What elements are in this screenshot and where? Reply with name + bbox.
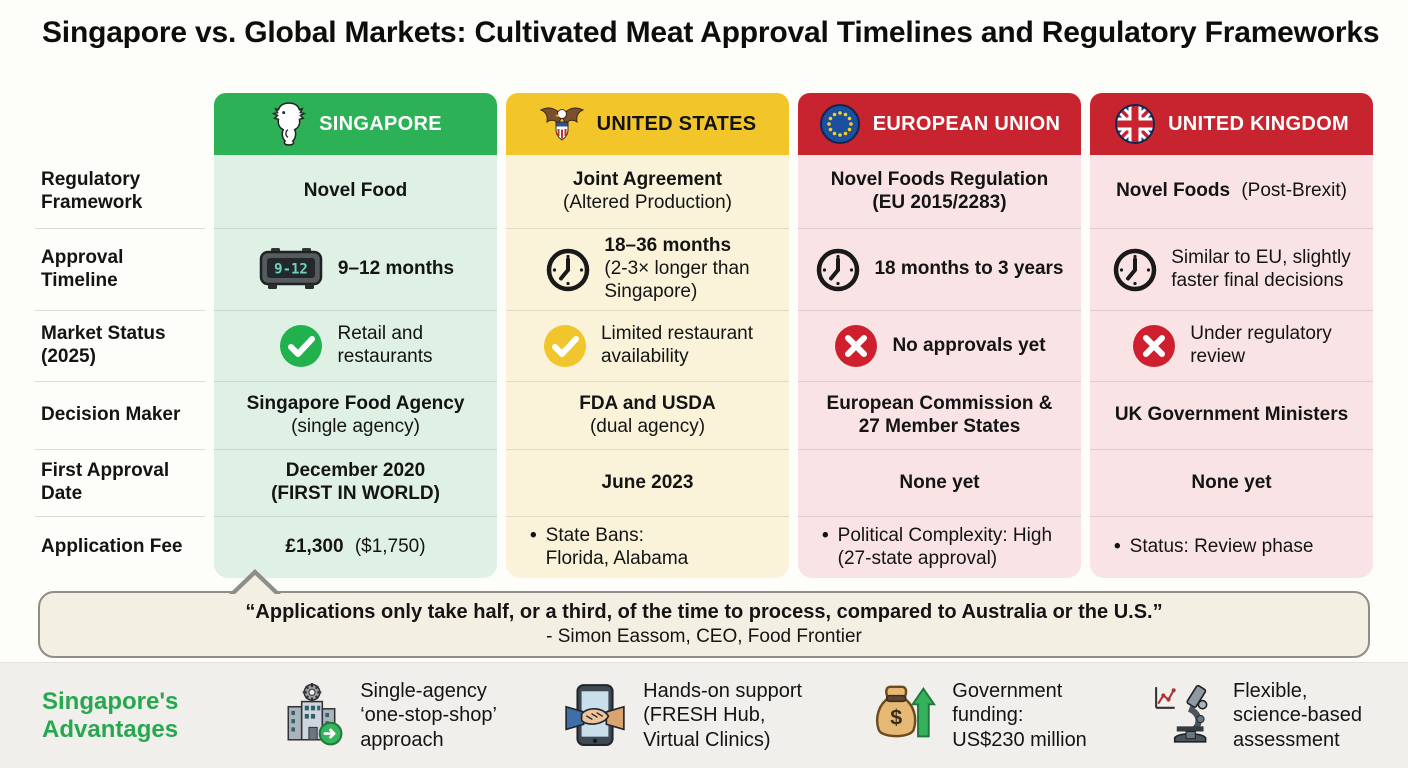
tablet-handshake-icon (565, 684, 625, 747)
advantage-item-science-assessment: Flexible, science-based assessment (1152, 679, 1362, 752)
microscope-icon (1155, 685, 1208, 744)
advantage-label: Single-agency ‘one-stop-shop’ approach (360, 679, 497, 751)
cell-eu-regulatory-framework: Novel Foods Regulation (EU 2015/2283) (798, 155, 1081, 228)
advantage-label: Government funding: US$230 million (952, 679, 1087, 751)
cell-us-approval-timeline: 18–36 months (2-3× longer than Singapore… (506, 228, 789, 310)
row-label-decision-maker: Decision Maker (35, 381, 205, 449)
check-circle-yellow-icon (543, 325, 586, 367)
uk-flag-icon (1115, 104, 1156, 144)
column-header-label: UNITED STATES (596, 113, 757, 135)
quote-text: “Applications only take half, or a third… (245, 601, 1163, 624)
bullet-point: • (530, 524, 537, 546)
digital-clock-icon: 9-12 (259, 247, 323, 289)
bullet-point: • (1114, 536, 1121, 558)
cell-uk-application-fee: • Status: Review phase (1090, 516, 1373, 578)
column-header-united-states: UNITED STATES (506, 93, 789, 155)
cell-us-decision-maker: FDA and USDA (dual agency) (506, 381, 789, 449)
column-header-label: SINGAPORE (319, 113, 442, 135)
row-label-application-fee: Application Fee (35, 516, 205, 578)
advantages-heading: Singapore's Advantages (42, 687, 179, 743)
cell-singapore-decision-maker: Singapore Food Agency (single agency) (214, 381, 497, 449)
comparison-table: SINGAPORE UNITED STATES (35, 93, 1373, 578)
us-eagle-icon (539, 107, 584, 141)
column-header-label: UNITED KINGDOM (1168, 113, 1349, 135)
cell-us-regulatory-framework: Joint Agreement (Altered Production) (506, 155, 789, 228)
row-label-first-approval-date: First Approval Date (35, 449, 205, 516)
column-header-united-kingdom: UNITED KINGDOM (1090, 93, 1373, 155)
clock-icon (547, 248, 590, 291)
cell-eu-market-status: No approvals yet (798, 310, 1081, 381)
cell-singapore-market-status: Retail and restaurants (214, 310, 497, 381)
cell-singapore-regulatory-framework: Novel Food (214, 155, 497, 228)
building-one-stop-icon (287, 683, 343, 746)
svg-text:9-12: 9-12 (274, 261, 308, 277)
cell-eu-first-approval: None yet (798, 449, 1081, 516)
advantage-item-single-agency: Single-agency ‘one-stop-shop’ approach (279, 679, 497, 752)
cell-uk-market-status: Under regulatory review (1090, 310, 1373, 381)
column-header-singapore: SINGAPORE (214, 93, 497, 155)
x-circle-icon (835, 325, 878, 367)
advantages-band: Singapore's Advantages Single-a (0, 662, 1408, 768)
quote-box: “Applications only take half, or a third… (38, 591, 1370, 658)
row-label-regulatory-framework: Regulatory Framework (41, 168, 143, 213)
x-circle-icon (1133, 325, 1176, 367)
cell-us-application-fee: • State Bans: Florida, Alabama (506, 516, 789, 578)
merlion-icon (271, 102, 307, 146)
row-label-approval-timeline: Approval Timeline (35, 228, 205, 310)
bullet-point: • (822, 524, 829, 546)
corner-spacer (35, 93, 205, 155)
check-circle-green-icon (280, 325, 323, 367)
cell-eu-decision-maker: European Commission & 27 Member States (798, 381, 1081, 449)
advantage-item-government-funding: $ Government funding: US$230 million (867, 679, 1087, 752)
svg-text:$: $ (891, 706, 903, 730)
cell-eu-approval-timeline: 18 months to 3 years (798, 228, 1081, 310)
page-title: Singapore vs. Global Markets: Cultivated… (42, 16, 1380, 49)
advantage-label: Flexible, science-based assessment (1233, 679, 1362, 751)
money-funding-icon: $ (876, 686, 937, 738)
cell-singapore-first-approval: December 2020 (FIRST IN WORLD) (214, 449, 497, 516)
column-header-european-union: EUROPEAN UNION (798, 93, 1081, 155)
cell-uk-first-approval: None yet (1090, 449, 1373, 516)
row-label-market-status: Market Status (2025) (35, 310, 205, 381)
cell-uk-decision-maker: UK Government Ministers (1090, 381, 1373, 449)
eu-flag-icon (819, 104, 860, 144)
advantage-item-hands-on-support: Hands-on support (FRESH Hub, Virtual Cli… (562, 679, 802, 752)
column-header-label: EUROPEAN UNION (872, 113, 1061, 135)
advantage-label: Hands-on support (FRESH Hub, Virtual Cli… (643, 679, 803, 751)
cell-uk-approval-timeline: Similar to EU, slightly faster final dec… (1090, 228, 1373, 310)
quote-pointer (233, 575, 277, 596)
clock-icon (1114, 248, 1157, 291)
clock-icon (817, 248, 860, 291)
cell-eu-application-fee: • Political Complexity: High (27-state a… (798, 516, 1081, 578)
cell-us-first-approval: June 2023 (506, 449, 789, 516)
quote-attribution: - Simon Eassom, CEO, Food Frontier (546, 626, 862, 648)
cell-singapore-approval-timeline: 9-12 9–12 months (214, 228, 497, 310)
cell-uk-regulatory-framework: Novel Foods (Post-Brexit) (1090, 155, 1373, 228)
cell-us-market-status: Limited restaurant availability (506, 310, 789, 381)
cell-singapore-application-fee: £1,300 ($1,750) (214, 516, 497, 578)
